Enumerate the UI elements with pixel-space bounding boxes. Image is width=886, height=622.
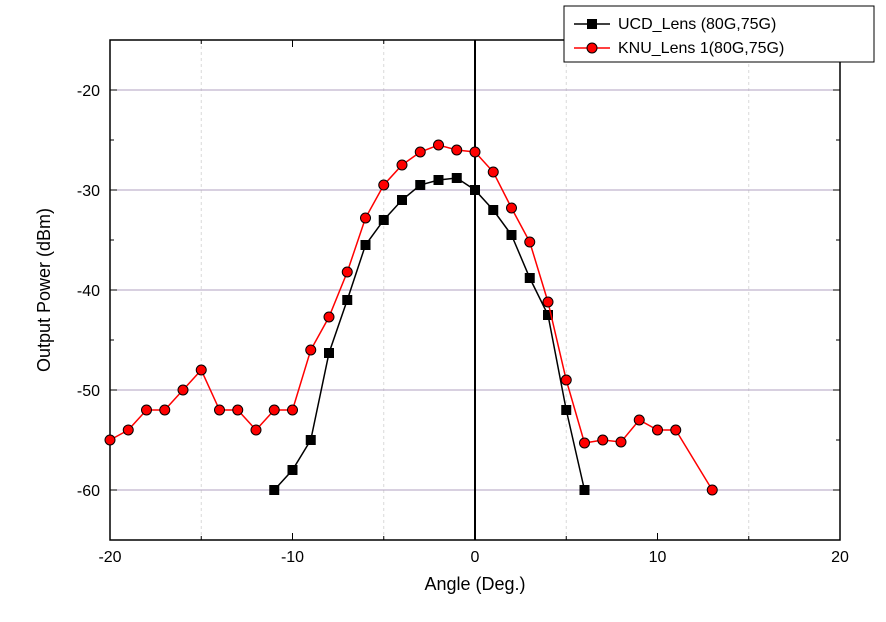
y-tick-label: -50 [77,383,100,400]
marker-ucd [379,216,388,225]
marker-ucd [434,176,443,185]
marker-ucd [525,274,534,283]
marker-knu [598,435,608,445]
marker-knu [580,438,590,448]
marker-knu [142,405,152,415]
marker-ucd [306,436,315,445]
y-tick-label: -60 [77,483,100,500]
marker-ucd [361,241,370,250]
marker-ucd [325,349,334,358]
marker-knu [324,312,334,322]
marker-knu [671,425,681,435]
marker-knu [215,405,225,415]
marker-knu [507,203,517,213]
marker-knu [342,267,352,277]
legend-label-ucd: UCD_Lens (80G,75G) [618,16,776,33]
marker-ucd [416,181,425,190]
marker-knu [653,425,663,435]
y-tick-label: -30 [77,183,100,200]
marker-knu [525,237,535,247]
marker-ucd [288,466,297,475]
marker-ucd [270,486,279,495]
marker-knu [415,147,425,157]
x-tick-label: -20 [98,549,121,566]
marker-knu [379,180,389,190]
marker-ucd [489,206,498,215]
marker-knu [269,405,279,415]
marker-knu [160,405,170,415]
marker-knu [233,405,243,415]
marker-knu [361,213,371,223]
legend-marker-knu [587,43,597,53]
x-tick-label: -10 [281,549,304,566]
marker-knu [123,425,133,435]
marker-knu [105,435,115,445]
marker-ucd [580,486,589,495]
marker-ucd [398,196,407,205]
marker-ucd [562,406,571,415]
marker-ucd [507,231,516,240]
x-axis-label: Angle (Deg.) [424,574,525,594]
marker-knu [196,365,206,375]
marker-knu [397,160,407,170]
marker-knu [306,345,316,355]
legend-label-knu: KNU_Lens 1(80G,75G) [618,40,784,57]
marker-knu [178,385,188,395]
marker-ucd [452,174,461,183]
marker-knu [616,437,626,447]
y-tick-label: -40 [77,283,100,300]
marker-knu [488,167,498,177]
marker-knu [561,375,571,385]
marker-ucd [471,186,480,195]
marker-knu [452,145,462,155]
marker-knu [251,425,261,435]
x-tick-label: 0 [471,549,480,566]
marker-knu [470,147,480,157]
marker-knu [707,485,717,495]
marker-knu [434,140,444,150]
y-axis-label: Output Power (dBm) [34,208,54,372]
x-tick-label: 10 [649,549,667,566]
legend-marker-ucd [588,20,597,29]
output-power-chart: -20 -10 0 10 20 -60 -50 -40 -30 -20 Angle (Deg.) Ou… [0,0,886,622]
marker-ucd [343,296,352,305]
marker-knu [634,415,644,425]
x-tick-label: 20 [831,549,849,566]
y-tick-label: -20 [77,83,100,100]
marker-knu [288,405,298,415]
marker-knu [543,297,553,307]
